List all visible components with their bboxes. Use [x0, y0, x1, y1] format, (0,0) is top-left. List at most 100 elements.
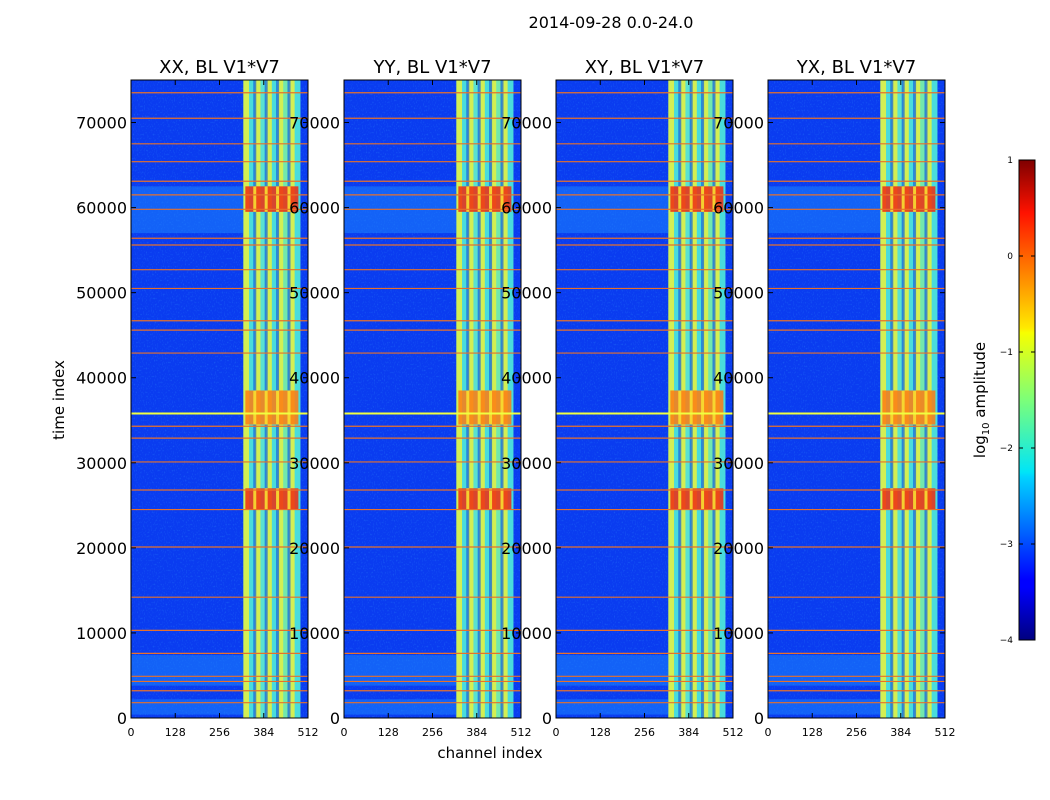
block-gap — [500, 488, 504, 510]
block-gap — [901, 488, 905, 510]
x-tick-label: 0 — [553, 726, 560, 739]
block-gap — [489, 390, 493, 425]
noise-patch — [344, 655, 457, 686]
y-tick-label: 60000 — [501, 199, 552, 218]
colorbar-label-rest: amplitude — [971, 342, 989, 423]
x-tick-label: 384 — [466, 726, 487, 739]
block-gap — [913, 186, 917, 212]
y-tick-label: 10000 — [289, 624, 340, 643]
figure-title: 2014-09-28 0.0-24.0 — [529, 13, 694, 32]
block-gap — [924, 488, 928, 510]
block-gap — [924, 186, 928, 212]
noise-patch — [556, 699, 669, 715]
y-tick-label: 30000 — [501, 454, 552, 473]
x-tick-label: 0 — [341, 726, 348, 739]
y-tick-label: 10000 — [76, 624, 127, 643]
y-tick-label: 30000 — [713, 454, 764, 473]
x-tick-label: 128 — [165, 726, 186, 739]
y-tick-label: 20000 — [713, 539, 764, 558]
panel-yx: YX, BL V1*V7 0 128 256 384 512 0 10000 20000 3000… — [713, 57, 955, 739]
block-gap — [500, 186, 504, 212]
block-gap — [712, 488, 716, 510]
block-gap — [264, 488, 268, 510]
block-gap — [276, 488, 280, 510]
block-gap — [678, 390, 682, 425]
block-gap — [712, 390, 716, 425]
x-tick-label: 384 — [253, 726, 274, 739]
block-gap — [678, 186, 682, 212]
block-gap — [477, 390, 481, 425]
x-tick-label: 256 — [209, 726, 230, 739]
x-tick-label: 512 — [511, 726, 532, 739]
y-tick-label: 30000 — [289, 454, 340, 473]
block-gap — [890, 390, 894, 425]
y-tick-label: 40000 — [501, 369, 552, 388]
y-tick-label: 0 — [542, 709, 552, 728]
panels-group: XX, BL V1*V7 0 128 256 384 512 0 10000 20000 3000… — [76, 57, 955, 739]
high-amplitude-block — [245, 488, 299, 510]
y-tick-label: 40000 — [289, 369, 340, 388]
block-gap — [287, 488, 291, 510]
high-amplitude-block — [670, 488, 724, 510]
block-gap — [287, 186, 291, 212]
colorbar-tick-label: 0 — [1007, 252, 1013, 262]
x-tick-label: 0 — [765, 726, 772, 739]
y-tick-label: 0 — [330, 709, 340, 728]
panel-xx: XX, BL V1*V7 0 128 256 384 512 0 10000 20000 3000… — [76, 57, 318, 739]
block-gap — [466, 488, 470, 510]
y-tick-label: 0 — [117, 709, 127, 728]
block-gap — [913, 488, 917, 510]
x-tick-label: 128 — [378, 726, 399, 739]
high-amplitude-block — [882, 488, 936, 510]
y-tick-label: 70000 — [713, 114, 764, 133]
block-gap — [253, 390, 257, 425]
block-gap — [689, 390, 693, 425]
panel-title: XY, BL V1*V7 — [585, 57, 704, 78]
colorbar-ticks: 1 0 −1 −2 −3 −4 — [1000, 156, 1035, 646]
noise-patch — [131, 699, 244, 715]
y-axis-label: time index — [50, 360, 68, 440]
block-gap — [901, 390, 905, 425]
y-tick-label: 10000 — [501, 624, 552, 643]
noise-patch — [556, 655, 669, 686]
block-gap — [890, 186, 894, 212]
block-gap — [689, 186, 693, 212]
y-tick-label: 20000 — [501, 539, 552, 558]
colorbar-tick-label: −2 — [1000, 444, 1013, 454]
x-tick-label: 384 — [678, 726, 699, 739]
y-tick-label: 50000 — [501, 284, 552, 303]
block-gap — [477, 488, 481, 510]
x-axis-label: channel index — [437, 744, 542, 762]
block-gap — [913, 390, 917, 425]
colorbar-label: log10 amplitude — [971, 342, 992, 458]
block-gap — [924, 390, 928, 425]
panel-xy: XY, BL V1*V7 0 128 256 384 512 0 10000 20000 3000… — [501, 57, 743, 739]
panel-title: YX, BL V1*V7 — [796, 57, 916, 78]
y-tick-label: 20000 — [289, 539, 340, 558]
y-tick-label: 70000 — [289, 114, 340, 133]
colorbar-gradient — [1018, 159, 1036, 641]
x-tick-label: 384 — [890, 726, 911, 739]
block-gap — [500, 390, 504, 425]
block-gap — [466, 390, 470, 425]
y-tick-label: 40000 — [713, 369, 764, 388]
y-tick-label: 20000 — [76, 539, 127, 558]
y-tick-label: 0 — [754, 709, 764, 728]
noise-patch — [768, 655, 881, 686]
x-tick-label: 512 — [723, 726, 744, 739]
block-gap — [489, 488, 493, 510]
x-tick-label: 512 — [298, 726, 319, 739]
colorbar-tick-label: −1 — [1000, 348, 1013, 358]
block-gap — [466, 186, 470, 212]
colorbar-tick-label: −3 — [1000, 540, 1013, 550]
y-tick-label: 40000 — [76, 369, 127, 388]
y-tick-label: 60000 — [289, 199, 340, 218]
block-gap — [901, 186, 905, 212]
block-gap — [689, 488, 693, 510]
y-tick-label: 10000 — [713, 624, 764, 643]
y-tick-label: 60000 — [76, 199, 127, 218]
block-gap — [701, 488, 705, 510]
block-gap — [264, 390, 268, 425]
block-gap — [701, 186, 705, 212]
